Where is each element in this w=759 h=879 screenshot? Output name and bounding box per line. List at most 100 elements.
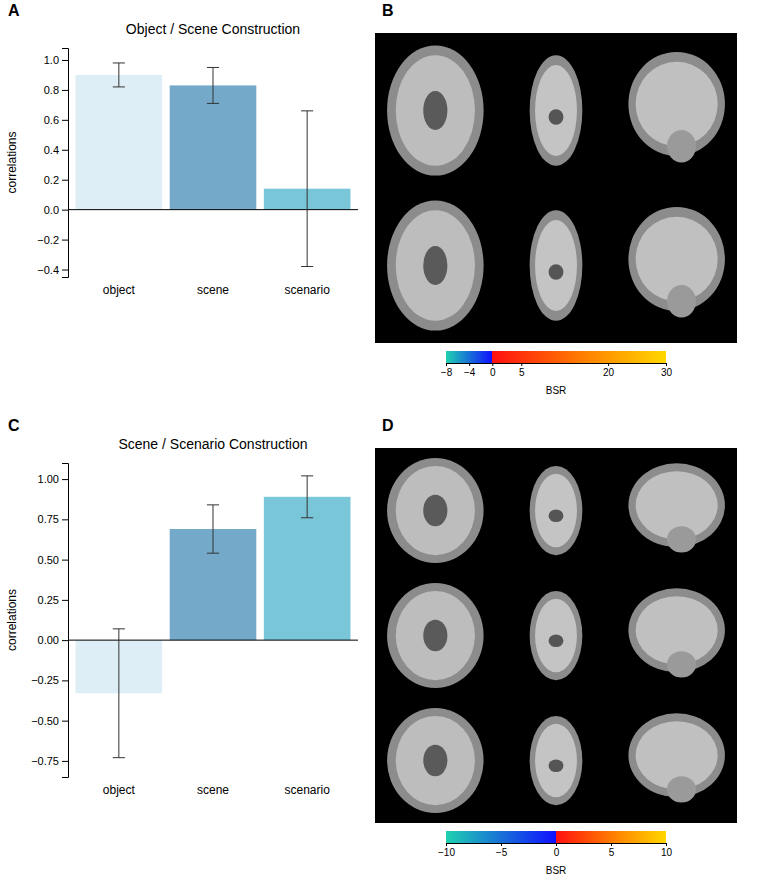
y-tick-label: 0.0	[44, 204, 59, 216]
colorbar-axis-line	[447, 364, 667, 367]
brain-slice	[387, 708, 484, 813]
y-tick-mark	[62, 120, 68, 121]
brain-slice	[387, 458, 484, 563]
x-tick: scenario	[284, 783, 330, 797]
colorbar-tick-mark	[446, 843, 447, 846]
y-tick: 0.75	[38, 513, 68, 525]
y-tick-mark	[62, 210, 68, 211]
chart-title: Scene / Scenario Construction	[118, 436, 307, 452]
y-tick: 0.00	[38, 634, 68, 646]
y-tick-mark	[62, 150, 68, 151]
brain-ventricle	[549, 509, 564, 522]
colorbar-tick: 20	[603, 363, 615, 378]
brain-matter	[396, 55, 475, 166]
y-tick-mark	[62, 640, 68, 641]
y-tick: 0.4	[44, 144, 68, 156]
y-tick: −0.50	[31, 715, 68, 727]
y-axis: −0.75 −0.50 −0.25 0.00 0.25 0.50 0.75 1.00	[31, 464, 68, 778]
colorbar-tick: −5	[496, 843, 508, 858]
brain-ventricle	[423, 246, 447, 285]
panel-letter: A	[8, 2, 20, 19]
error-bar-line	[307, 111, 308, 267]
y-tick-label: −0.25	[31, 674, 59, 686]
brain-slice	[530, 591, 583, 680]
colorbar-tick-mark	[666, 363, 667, 366]
y-axis: −0.4−0.20.00.20.40.60.81.0	[37, 49, 68, 278]
y-tick-label: −0.50	[31, 715, 59, 727]
y-tick-label: 0.25	[38, 594, 59, 606]
brain-ventricle	[423, 745, 447, 777]
y-tick-mark	[62, 479, 68, 480]
y-axis-title: correlations	[5, 589, 19, 651]
y-tick-label: 1.0	[44, 54, 59, 66]
brain-ventricle	[549, 759, 564, 772]
zero-line	[68, 209, 358, 210]
y-tick-mark	[62, 519, 68, 520]
y-tick-label: 0.2	[44, 174, 59, 186]
error-bar-cap	[113, 86, 125, 87]
brain-matter	[535, 220, 577, 311]
error-bar-cap	[113, 62, 125, 63]
colorbar-tick: 5	[609, 843, 615, 858]
y-tick-mark	[62, 90, 68, 91]
y-tick-mark	[62, 60, 68, 61]
error-bar-cap	[113, 628, 125, 629]
brain-ventricle	[423, 620, 447, 652]
colorbar-axis-line	[447, 844, 667, 847]
brain-image-panel	[375, 448, 737, 823]
x-tick: scene	[197, 283, 229, 297]
error-bar-line	[213, 505, 214, 553]
zero-line	[68, 640, 358, 641]
colorbar	[446, 831, 666, 843]
y-tick-mark	[62, 180, 68, 181]
error-bar-line	[118, 63, 119, 87]
colorbar-tick-label: 10	[661, 847, 673, 858]
y-tick: 0.0	[44, 204, 68, 216]
y-tick: −0.4	[37, 264, 68, 276]
y-tick-label: 1.00	[38, 473, 59, 485]
error-bar-cap	[301, 475, 313, 476]
brain-ventricle	[549, 264, 564, 280]
y-tick-label: −0.75	[31, 755, 59, 767]
brain-ventricle	[549, 109, 564, 125]
colorbar-tick-mark	[469, 363, 470, 366]
colorbar-tick-label: 5	[519, 367, 525, 378]
colorbar-tick-mark	[501, 843, 502, 846]
error-bar-line	[213, 67, 214, 103]
y-axis-line	[62, 49, 69, 278]
panel-letter: D	[382, 417, 394, 434]
brain-matter	[396, 716, 475, 805]
colorbar-tick: 0	[554, 843, 560, 858]
y-tick-label: 0.50	[38, 554, 59, 566]
brain-ventricle	[549, 634, 564, 647]
x-tick: scenario	[284, 283, 330, 297]
colorbar-tick-label: 0	[490, 367, 496, 378]
error-bar-cap	[207, 67, 219, 68]
brain-matter	[396, 591, 475, 680]
brain-matter	[535, 599, 577, 673]
panel-letter: C	[8, 417, 20, 434]
colorbar-tick: −10	[438, 843, 455, 858]
y-tick: 1.00	[38, 473, 68, 485]
error-bar-cap	[207, 504, 219, 505]
error-bar	[301, 111, 313, 267]
brain-matter	[535, 724, 577, 798]
brain-image-panel	[375, 33, 737, 343]
y-tick-label: 0.4	[44, 144, 59, 156]
error-bar-cap	[207, 103, 219, 104]
error-bar-line	[118, 629, 119, 758]
error-bar	[113, 629, 125, 758]
colorbar-tick-mark	[611, 843, 612, 846]
y-tick: −0.75	[31, 755, 68, 767]
colorbar-tick: 5	[519, 363, 525, 378]
colorbar-tick-mark	[608, 363, 609, 366]
x-axis: objectscenescenario	[103, 783, 330, 797]
colorbar-tick-mark	[492, 363, 493, 366]
colorbar-tick: 10	[661, 843, 673, 858]
y-tick-label: 0.75	[38, 513, 59, 525]
panel-letter: B	[382, 2, 394, 19]
error-bar	[113, 63, 125, 87]
y-tick: 0.25	[38, 594, 68, 606]
brain-matter	[535, 474, 577, 548]
figure: AObject / Scene Constructioncorrelations…	[0, 0, 759, 879]
